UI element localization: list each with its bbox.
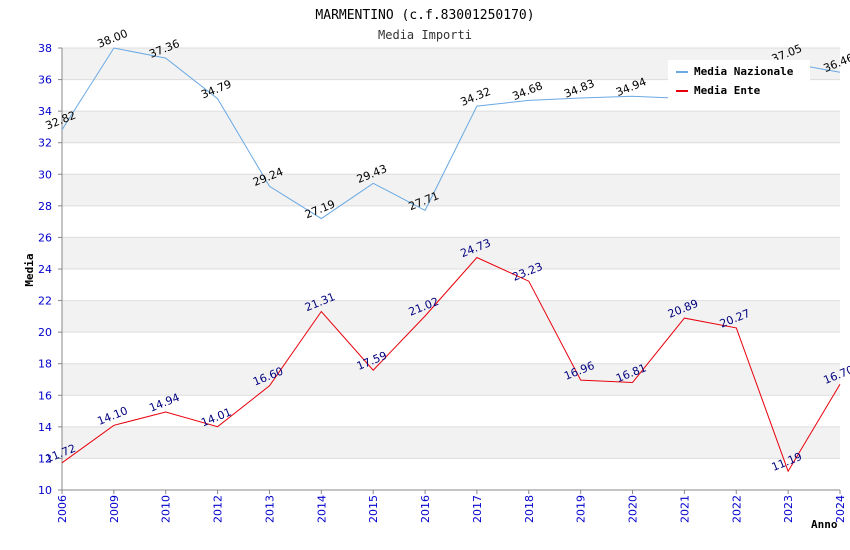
x-tick-label: 2014 [315, 495, 328, 523]
y-tick-label: 14 [38, 421, 52, 434]
legend-label-nazionale: Media Nazionale [694, 65, 794, 78]
y-tick-label: 12 [38, 452, 52, 465]
series-line-ente [61, 256, 841, 473]
chart-title: MARMENTINO (c.f.83001250170) [315, 8, 534, 23]
y-tick-label: 30 [38, 168, 52, 181]
legend: Media Nazionale Media Ente [668, 60, 810, 100]
data-label: 11.72 [44, 442, 78, 466]
grid-band [62, 111, 840, 143]
y-tick-label: 38 [38, 42, 52, 55]
grid-band [62, 363, 840, 396]
y-tick-label: 22 [38, 295, 52, 308]
x-tick-label: 2019 [575, 495, 588, 523]
x-tick-label: 2016 [419, 495, 432, 523]
chart-subtitle: Media Importi [378, 28, 472, 42]
x-tick-label: 2020 [627, 495, 640, 523]
x-tick-label: 2015 [367, 495, 380, 523]
y-tick-label: 10 [38, 484, 52, 497]
y-tick-label: 26 [38, 231, 52, 244]
y-tick-label: 36 [38, 74, 52, 87]
x-tick-label: 2024 [834, 495, 847, 523]
y-tick-label: 24 [38, 263, 52, 276]
x-tick-label: 2017 [471, 495, 484, 523]
grid-band [62, 174, 840, 206]
legend-label-ente: Media Ente [694, 84, 761, 97]
y-tick-label: 20 [38, 326, 52, 339]
y-tick-label: 34 [38, 105, 52, 118]
data-label: 14.10 [96, 404, 130, 428]
x-tick-label: 2010 [160, 495, 173, 523]
x-tick-label: 2012 [212, 495, 225, 523]
data-label: 14.01 [199, 406, 233, 430]
y-tick-label: 32 [38, 137, 52, 150]
grid-band [62, 237, 840, 269]
grid-band [62, 426, 840, 459]
y-tick-label: 18 [38, 358, 52, 371]
x-tick-label: 2009 [108, 495, 121, 523]
x-tick-label: 2022 [730, 495, 743, 523]
y-tick-label: 28 [38, 200, 52, 213]
data-label: 34.83 [562, 77, 596, 101]
y-axis-label: Media [23, 253, 36, 286]
x-tick-label: 2021 [678, 495, 691, 523]
x-tick-label: 2023 [782, 495, 795, 523]
x-tick-label: 2006 [56, 495, 69, 523]
grid-band [62, 300, 840, 333]
x-tick-label: 2013 [263, 495, 276, 523]
y-tick-label: 16 [38, 389, 52, 402]
x-tick-label: 2018 [523, 495, 536, 523]
legend-box [668, 60, 810, 100]
data-label: 38.00 [96, 27, 130, 51]
x-axis-label: Anno [811, 518, 838, 531]
